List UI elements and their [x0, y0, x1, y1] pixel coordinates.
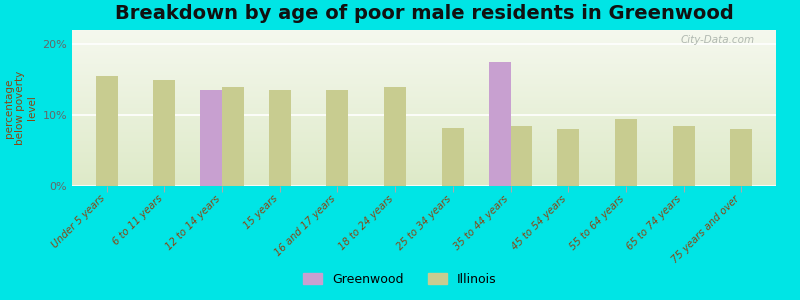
- Text: 6 to 11 years: 6 to 11 years: [110, 194, 164, 247]
- Text: 15 years: 15 years: [242, 194, 280, 231]
- Bar: [615, 118, 637, 186]
- Legend: Greenwood, Illinois: Greenwood, Illinois: [298, 268, 502, 291]
- Bar: [96, 76, 118, 186]
- Text: 35 to 44 years: 35 to 44 years: [452, 194, 510, 252]
- Bar: [326, 90, 349, 186]
- Text: 45 to 54 years: 45 to 54 years: [510, 194, 568, 252]
- Text: 12 to 14 years: 12 to 14 years: [164, 194, 222, 252]
- Text: 55 to 64 years: 55 to 64 years: [568, 194, 626, 252]
- Bar: [673, 126, 694, 186]
- Title: Breakdown by age of poor male residents in Greenwood: Breakdown by age of poor male residents …: [114, 4, 734, 23]
- Text: 16 and 17 years: 16 and 17 years: [273, 194, 338, 258]
- Text: 65 to 74 years: 65 to 74 years: [626, 194, 684, 252]
- Bar: [384, 87, 406, 186]
- Bar: [200, 90, 222, 186]
- Bar: [489, 62, 510, 186]
- Bar: [154, 80, 175, 186]
- Text: City-Data.com: City-Data.com: [681, 35, 755, 45]
- Bar: [222, 87, 244, 186]
- Bar: [558, 129, 579, 186]
- Text: Under 5 years: Under 5 years: [50, 194, 106, 250]
- Text: 75 years and over: 75 years and over: [670, 194, 742, 265]
- Y-axis label: percentage
below poverty
level: percentage below poverty level: [4, 71, 37, 145]
- Text: 25 to 34 years: 25 to 34 years: [394, 194, 453, 252]
- Bar: [442, 128, 464, 186]
- Bar: [269, 90, 290, 186]
- Text: 18 to 24 years: 18 to 24 years: [337, 194, 395, 252]
- Bar: [510, 126, 533, 186]
- Bar: [730, 129, 752, 186]
